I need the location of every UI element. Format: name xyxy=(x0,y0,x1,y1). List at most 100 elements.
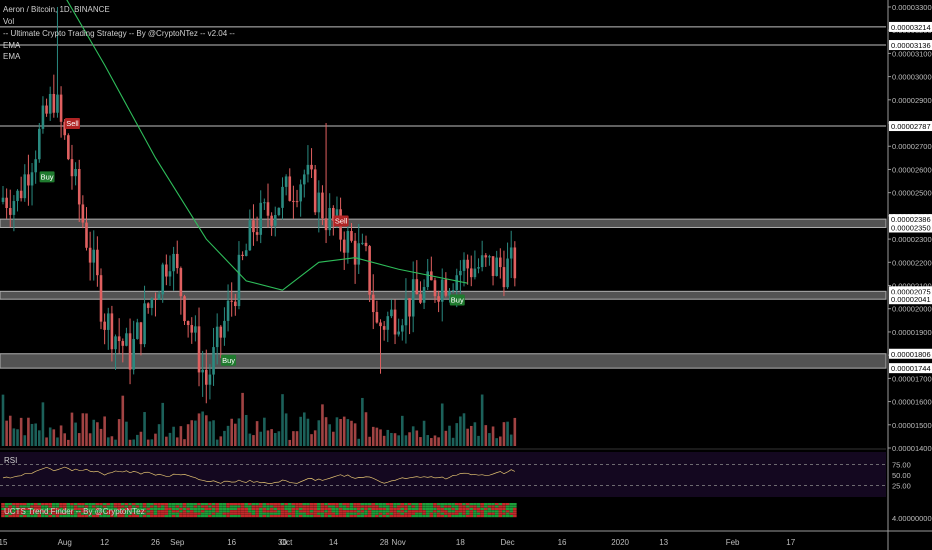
trend-cell xyxy=(73,510,78,513)
trend-cell xyxy=(483,507,488,510)
volume-bar xyxy=(30,423,34,446)
candle xyxy=(197,326,201,373)
trend-cell xyxy=(59,507,63,510)
trend-cell xyxy=(182,515,187,518)
trend-cell xyxy=(237,507,241,510)
trend-cell xyxy=(248,505,252,508)
trend-cell xyxy=(451,515,455,518)
candle xyxy=(74,169,77,177)
trend-cell xyxy=(444,507,448,510)
volume-bar xyxy=(136,434,139,446)
trend-cell xyxy=(4,505,9,508)
trend-cell xyxy=(396,507,401,510)
trend-cell xyxy=(458,510,463,513)
trend-cell xyxy=(385,510,390,513)
candle xyxy=(85,222,88,248)
trend-cell xyxy=(102,503,107,506)
candle xyxy=(45,105,48,114)
trend-cell xyxy=(157,505,161,508)
trend-cell xyxy=(342,503,347,506)
trend-cell xyxy=(229,515,234,518)
volume-bar xyxy=(103,416,106,446)
trend-cell xyxy=(37,510,42,513)
trend-cell xyxy=(208,512,212,515)
trend-cell xyxy=(164,503,169,506)
trend-cell xyxy=(266,512,270,515)
trend-cell xyxy=(502,515,506,518)
trend-cell xyxy=(124,510,129,513)
volume-bar xyxy=(5,420,8,446)
trend-cell xyxy=(269,515,274,518)
trend-cell xyxy=(367,503,372,506)
trend-cell xyxy=(215,505,219,508)
trend-cell xyxy=(211,505,216,508)
trend-cell xyxy=(37,505,42,508)
trend-cell xyxy=(150,515,154,518)
signal-label: Buy xyxy=(451,296,464,305)
trend-cell xyxy=(436,515,441,518)
trend-cell xyxy=(222,505,227,508)
trend-cell xyxy=(462,510,466,513)
candle xyxy=(408,298,411,317)
time-tick-label: Aug xyxy=(58,538,72,547)
trend-cell xyxy=(487,512,492,515)
trend-cell xyxy=(447,510,452,513)
trend-cell xyxy=(171,512,176,515)
trend-cell xyxy=(415,510,419,513)
trend-cell xyxy=(160,512,165,515)
level-tag-bg xyxy=(889,40,932,51)
trend-cell xyxy=(120,507,125,510)
trend-cell xyxy=(389,503,394,506)
trend-cell xyxy=(12,510,16,513)
trend-cell xyxy=(324,505,328,508)
trend-cell xyxy=(404,510,408,513)
trend-cell xyxy=(59,510,63,513)
trend-cell xyxy=(52,507,56,510)
candle xyxy=(295,201,299,203)
trend-cell xyxy=(298,503,303,506)
trend-cell xyxy=(164,505,169,508)
candle xyxy=(499,257,502,268)
trend-cell xyxy=(142,512,147,515)
trend-cell xyxy=(454,510,459,513)
ema-label-2: EMA xyxy=(3,52,21,61)
trend-cell xyxy=(182,505,187,508)
volume-bar xyxy=(310,434,313,446)
trend-cell xyxy=(175,510,180,513)
level-tag-bg xyxy=(889,286,932,297)
trend-cell xyxy=(342,510,347,513)
trend-cell xyxy=(346,512,350,515)
trend-cell xyxy=(219,515,223,518)
trend-cell xyxy=(277,507,281,510)
trend-cell xyxy=(164,507,169,510)
trend-cell xyxy=(447,503,452,506)
trend-cell xyxy=(513,515,517,518)
trend-cell xyxy=(150,512,154,515)
trend-cell xyxy=(84,512,89,515)
trend-cell xyxy=(244,510,249,513)
trend-cell xyxy=(55,503,60,506)
trend-cell xyxy=(139,503,143,506)
trend-cell xyxy=(364,512,368,515)
candle xyxy=(266,202,270,216)
trend-cell xyxy=(295,515,299,518)
candle xyxy=(223,320,226,338)
trend-cell xyxy=(179,505,183,508)
trend-cell xyxy=(505,505,510,508)
trend-cell xyxy=(277,505,281,508)
level-tag: 0.00002075 xyxy=(891,287,931,296)
trend-cell xyxy=(378,505,383,508)
trend-cell xyxy=(41,510,45,513)
trend-cell xyxy=(371,503,376,506)
trend-cell xyxy=(480,515,484,518)
symbol-title: Aeron / Bitcoin, 1D, BINANCE xyxy=(3,5,110,14)
trend-cell xyxy=(95,515,100,518)
volume-bar xyxy=(244,414,248,446)
trend-cell xyxy=(12,507,16,510)
trend-cell xyxy=(168,505,172,508)
trend-cell xyxy=(385,503,390,506)
trend-cell xyxy=(295,503,299,506)
trend-cell xyxy=(313,515,317,518)
trend-cell xyxy=(110,503,114,506)
